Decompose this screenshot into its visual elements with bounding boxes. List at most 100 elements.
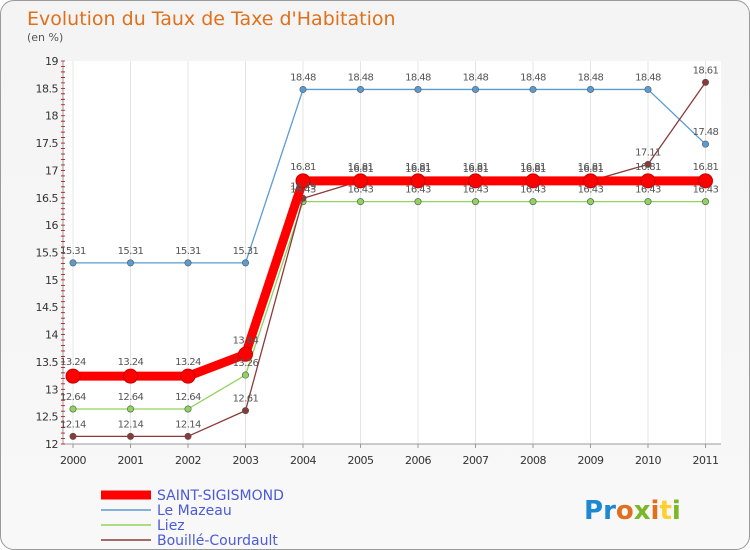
chart-title: Evolution du Taux de Taxe d'Habitation (27, 8, 396, 30)
logo-letter: i (672, 496, 681, 526)
data-label-bouill-courdault: 12.14 (175, 419, 201, 430)
y-tick-label: 14 (45, 329, 58, 342)
logo-letter: P (584, 496, 603, 526)
y-axis-ticks: 12 12.5 13 13.5 14 14.5 15 15.5 16 16.5 17 17.5 18 18… (36, 55, 59, 451)
data-point-saint-sigismond (238, 346, 253, 362)
legend-label: SAINT-SIGISMOND (157, 488, 284, 504)
data-point-le-mazeau (586, 85, 594, 93)
data-label-le-mazeau: 18.48 (348, 72, 374, 83)
data-label-le-mazeau: 18.48 (635, 72, 661, 83)
y-tick-label: 16 (45, 219, 58, 232)
data-label-bouill-courdault: 12.61 (233, 394, 259, 405)
data-point-saint-sigismond (698, 173, 713, 189)
data-labels: 15.31 15.31 15.31 15.31 18.48 18.48 18.48 18.48… (60, 65, 719, 430)
data-label-bouill-courdault: 18.61 (693, 65, 719, 76)
data-point-le-mazeau (529, 85, 537, 93)
x-tick-label: 2006 (405, 454, 431, 467)
y-tick-label: 17.5 (36, 137, 59, 150)
data-point-saint-sigismond (353, 173, 368, 189)
x-tick-label: 2003 (233, 454, 259, 467)
y-tick-label: 15 (45, 274, 58, 287)
data-point-le-mazeau (701, 140, 709, 148)
y-tick-label: 17 (45, 164, 58, 177)
y-tick-label: 18 (45, 110, 58, 123)
data-label-liez: 13.26 (233, 358, 259, 369)
data-point-le-mazeau (356, 85, 364, 93)
logo-letter: t (659, 496, 671, 526)
data-label-saint-sigismond: 16.81 (578, 162, 604, 173)
data-label-liez: 16.43 (348, 185, 374, 196)
y-tick-label: 12.5 (36, 411, 59, 424)
data-label-saint-sigismond: 16.81 (405, 162, 431, 173)
data-point-le-mazeau (242, 259, 250, 267)
series-le-mazeau (69, 85, 709, 267)
data-point-bouill-courdault (242, 407, 250, 415)
series-line-le-mazeau (72, 88, 707, 264)
data-label-le-mazeau: 15.31 (60, 246, 86, 257)
x-tick-label: 2001 (118, 454, 144, 467)
data-point-le-mazeau (414, 85, 422, 93)
data-label-liez: 16.43 (693, 185, 719, 196)
data-point-liez (356, 198, 364, 206)
data-label-saint-sigismond: 16.81 (348, 162, 374, 173)
data-point-liez (529, 198, 537, 206)
data-label-liez: 16.43 (405, 185, 431, 196)
data-point-le-mazeau (299, 85, 307, 93)
logo-letter: o (616, 496, 634, 526)
data-label-le-mazeau: 18.48 (578, 72, 604, 83)
y-tick-label: 13.5 (36, 356, 59, 369)
logo-letter: i (651, 496, 660, 526)
x-axis-ticks: 2000 2001 2002 2003 2004 2005 2006 2007 2008 2009… (60, 444, 719, 467)
data-point-le-mazeau (69, 259, 77, 267)
y-tick-label: 12 (45, 438, 58, 451)
data-label-bouill-courdault: 12.14 (60, 419, 86, 430)
x-tick-label: 2007 (463, 454, 489, 467)
data-label-le-mazeau: 18.48 (290, 72, 316, 83)
data-label-saint-sigismond: 16.81 (520, 162, 546, 173)
x-tick-label: 2010 (635, 454, 661, 467)
plot-area (63, 61, 721, 444)
plot-background (63, 61, 721, 444)
data-point-liez (242, 371, 250, 379)
x-tick-label: 2000 (60, 454, 86, 467)
data-point-le-mazeau (471, 85, 479, 93)
data-point-bouill-courdault (127, 432, 135, 440)
data-label-saint-sigismond: 16.81 (635, 162, 661, 173)
data-label-bouill-courdault: 17.11 (635, 147, 661, 158)
data-label-le-mazeau: 17.48 (693, 127, 719, 138)
x-tick-label: 2011 (693, 454, 719, 467)
data-point-saint-sigismond (468, 173, 483, 189)
legend-label: Liez (157, 518, 185, 534)
grid-lines (72, 61, 706, 444)
x-tick-label: 2008 (520, 454, 546, 467)
data-label-bouill-courdault: 16.81 (348, 164, 374, 175)
data-label-liez: 12.64 (60, 392, 86, 403)
data-label-le-mazeau: 15.31 (118, 246, 144, 257)
data-label-le-mazeau: 15.31 (233, 246, 259, 257)
y-tick-label: 18.5 (36, 82, 59, 95)
y-tick-label: 16.5 (36, 192, 59, 205)
data-label-liez: 16.43 (463, 185, 489, 196)
data-point-saint-sigismond (180, 368, 196, 384)
data-label-le-mazeau: 18.48 (463, 72, 489, 83)
y-tick-label: 14.5 (36, 301, 59, 314)
legend-label: Le Mazeau (157, 503, 232, 519)
data-point-liez (184, 405, 192, 413)
x-tick-label: 2005 (348, 454, 374, 467)
data-label-saint-sigismond: 16.81 (290, 162, 316, 173)
data-point-le-mazeau (127, 259, 135, 267)
data-point-bouill-courdault (184, 432, 192, 440)
data-point-liez (586, 198, 594, 206)
y-tick-label: 13 (45, 383, 58, 396)
data-label-le-mazeau: 18.48 (520, 72, 546, 83)
data-label-bouill-courdault: 16.81 (463, 164, 489, 175)
data-label-bouill-courdault: 16.81 (405, 164, 431, 175)
x-tick-label: 2002 (175, 454, 201, 467)
data-label-bouill-courdault: 16.49 (290, 181, 316, 192)
data-point-bouill-courdault (644, 160, 652, 168)
data-label-le-mazeau: 18.48 (405, 72, 431, 83)
data-point-liez (471, 198, 479, 206)
y-tick-label: 15.5 (36, 247, 59, 260)
data-label-saint-sigismond: 13.64 (233, 335, 259, 346)
